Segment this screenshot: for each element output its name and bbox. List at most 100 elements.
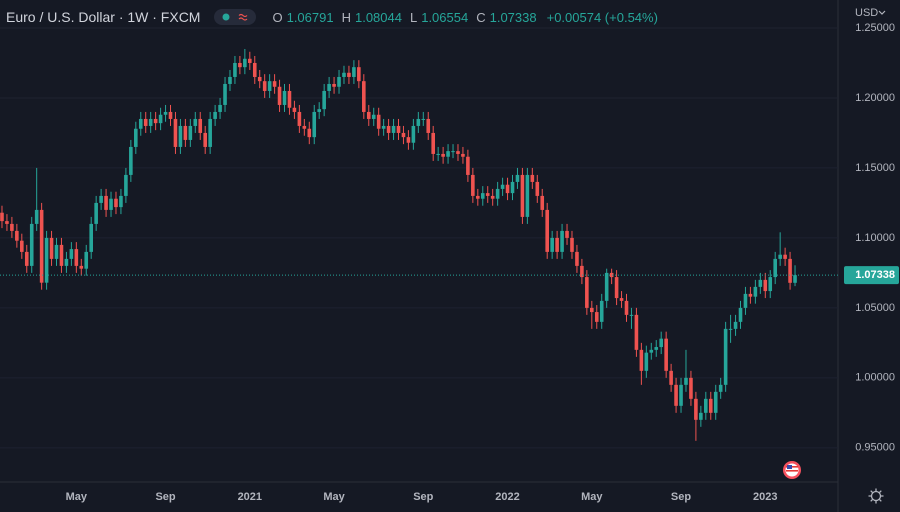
candle-body [386, 125, 391, 133]
candle-body [69, 249, 74, 259]
ohlc-value: 1.06791 [286, 9, 334, 25]
indicator-pill[interactable] [214, 9, 257, 25]
candle-body [243, 58, 247, 68]
candle-body [679, 384, 683, 406]
candle-body [109, 198, 113, 210]
candle-body [490, 195, 495, 199]
candle-body [723, 328, 728, 385]
candle-body [213, 111, 217, 119]
candle-body [699, 412, 703, 420]
candle-body [337, 76, 341, 87]
candle-body [436, 153, 440, 155]
candle-body [555, 237, 559, 252]
candle-body [758, 279, 763, 287]
candle-body [317, 109, 321, 112]
candle-body [163, 111, 168, 115]
ohlc-key: L [409, 9, 418, 25]
candle-body [381, 125, 386, 129]
candle-body [0, 212, 4, 222]
candle-body [689, 377, 693, 399]
candle-body [34, 209, 39, 224]
candle-body [530, 174, 535, 182]
candle-body [594, 312, 599, 322]
candle-body [763, 279, 768, 292]
last-price-box [844, 266, 899, 285]
candle-body [694, 398, 698, 420]
candle-body [624, 300, 629, 315]
candle-body [74, 249, 79, 266]
currency-chevron[interactable] [878, 10, 886, 15]
candle-body [193, 118, 198, 126]
candle-body [119, 195, 123, 208]
candle-body [619, 298, 624, 301]
candle-body [585, 277, 589, 308]
candle-body [15, 230, 19, 241]
y-tick-label: 1.25000 [855, 22, 895, 34]
candle-body [471, 174, 475, 196]
candle-body [39, 209, 44, 283]
candles [0, 48, 797, 441]
candle-body [262, 81, 267, 91]
candle-body [307, 128, 312, 138]
candle-body [510, 181, 515, 194]
ohlc-key: O [272, 9, 283, 25]
change-value: +0.00574 (+0.54%) [546, 9, 658, 25]
y-tick-label: 1.00000 [855, 372, 895, 384]
candle-body [456, 151, 460, 154]
candle-body [604, 272, 609, 301]
candle-body [743, 293, 748, 308]
last-price-label: 1.07338 [855, 269, 895, 281]
candle-body [738, 307, 743, 322]
ohlc-value: 1.06554 [421, 9, 469, 25]
x-tick-label: 2022 [495, 491, 519, 503]
candle-body [411, 125, 416, 143]
candle-body [421, 118, 426, 120]
candle-body [733, 321, 738, 329]
candle-body [297, 111, 302, 126]
candle-body [49, 237, 54, 259]
y-tick-label: 1.10000 [855, 232, 895, 244]
candle-body [376, 114, 381, 129]
y-tick-label: 1.20000 [855, 92, 895, 104]
candle-body [292, 107, 297, 112]
candle-body [441, 153, 445, 157]
candle-body [357, 67, 361, 82]
candle-body [5, 221, 9, 224]
candle-body [282, 90, 287, 105]
candle-body [580, 265, 584, 278]
settings-icon[interactable] [868, 488, 884, 504]
x-tick-label: May [323, 491, 345, 503]
candle-body [560, 230, 564, 252]
y-tick-label: 1.15000 [855, 162, 895, 174]
chart-title: Euro / U.S. Dollar · 1W · FXCM [6, 9, 201, 25]
candle-body [401, 132, 406, 138]
candle-body [153, 118, 158, 124]
candle-body [252, 62, 257, 77]
candle-body [44, 237, 49, 283]
candle-body [773, 258, 777, 278]
candle-body [59, 244, 64, 266]
candle-body [158, 114, 163, 124]
candle-body [366, 111, 371, 119]
legend-header: Euro / U.S. Dollar · 1W · FXCM O 1.06791 … [6, 7, 658, 27]
candle-body [89, 223, 93, 252]
candle-body [500, 184, 505, 189]
candle-body [327, 83, 331, 91]
candle-body [540, 195, 545, 210]
candle-body [203, 132, 207, 147]
candle-body [287, 90, 292, 108]
candle-body [248, 58, 252, 63]
flag-icon[interactable] [783, 461, 801, 479]
candle-body [485, 193, 490, 196]
candle-body [768, 277, 773, 292]
candle-body [257, 76, 262, 82]
candle-body [590, 307, 594, 313]
candle-body [461, 153, 465, 157]
y-tick-label: 1.05000 [855, 302, 895, 314]
candle-body [713, 391, 718, 413]
candle-body [634, 314, 639, 350]
candle-body [565, 230, 569, 238]
candle-body [218, 104, 222, 112]
candle-body [143, 118, 148, 126]
